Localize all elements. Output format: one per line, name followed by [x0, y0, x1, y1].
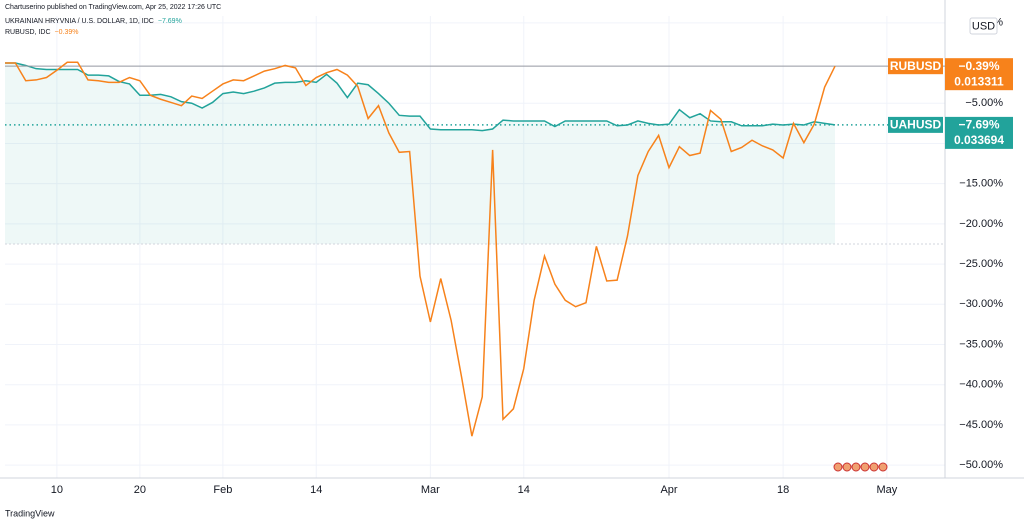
event-icon[interactable] — [851, 462, 861, 472]
currency-box — [969, 17, 998, 35]
legend-name: RUBUSD, IDC — [5, 29, 51, 36]
y-tick-label: −40.00% — [959, 379, 1003, 391]
y-tick-label: −45.00% — [959, 419, 1003, 431]
x-tick-label: 14 — [518, 484, 530, 496]
event-icon[interactable] — [842, 462, 852, 472]
y-tick-label: −15.00% — [959, 178, 1003, 190]
x-tick-label: Feb — [213, 484, 232, 496]
tag-value-box — [945, 116, 1013, 149]
area — [5, 63, 835, 244]
publish-note: Chartuserino published on TradingView.co… — [5, 4, 221, 11]
legend-value: −0.39% — [55, 29, 79, 36]
footer-logo: TradingView — [5, 508, 55, 518]
x-tick-label: Apr — [660, 484, 677, 496]
tag-name-box — [888, 58, 943, 75]
y-tick-label: −30.00% — [959, 298, 1003, 310]
tag-price: 0.033694 — [954, 133, 1004, 147]
events — [833, 462, 888, 472]
event-icon[interactable] — [869, 462, 879, 472]
x-tick-label: May — [876, 484, 897, 496]
event-icon[interactable] — [833, 462, 843, 472]
tag-name: RUBUSD — [890, 59, 942, 73]
tag-change: −7.69% — [958, 118, 999, 132]
y-tick-label: −25.00% — [959, 258, 1003, 270]
tag-name-box — [888, 116, 943, 133]
series-line — [5, 61, 836, 437]
tag-change: −0.39% — [958, 59, 999, 73]
y-tick-label: −5.00% — [965, 97, 1003, 109]
event-icon[interactable] — [878, 462, 888, 472]
x-tick-label: 14 — [310, 484, 322, 496]
tag-value-box — [945, 58, 1013, 91]
currency-label: USD — [972, 20, 995, 32]
series-line — [5, 62, 836, 132]
legend: UKRAINIAN HRYVNIA / U.S. DOLLAR, 1D, IDC… — [5, 18, 182, 36]
legend-value: −7.69% — [158, 18, 182, 25]
legend-name: UKRAINIAN HRYVNIA / U.S. DOLLAR, 1D, IDC — [5, 18, 154, 25]
x-tick-label: Mar — [421, 484, 440, 496]
x-tick-label: 18 — [777, 484, 789, 496]
event-icon[interactable] — [860, 462, 870, 472]
y-tick-label: −50.00% — [959, 459, 1003, 471]
tag-price: 0.013311 — [954, 74, 1004, 88]
y-tick-label: −35.00% — [959, 338, 1003, 350]
y-tick-label: −20.00% — [959, 218, 1003, 230]
x-tick-label: 20 — [134, 484, 146, 496]
tag-name: UAHUSD — [890, 118, 942, 132]
x-tick-label: 10 — [51, 484, 63, 496]
